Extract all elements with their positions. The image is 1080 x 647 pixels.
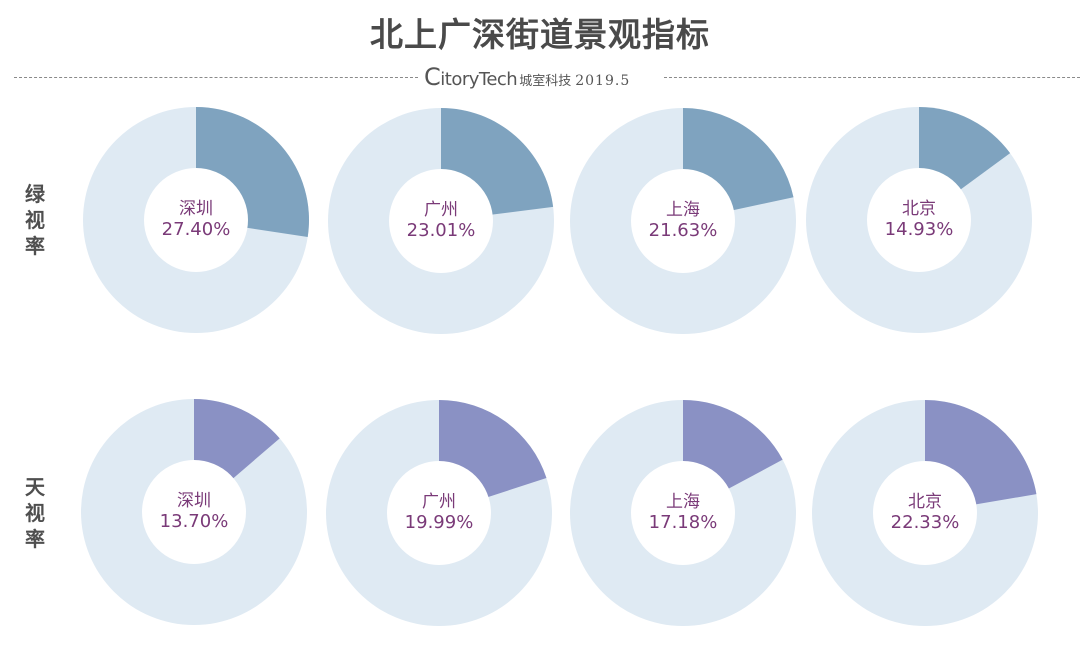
brand-logo-icon: C [424,63,441,91]
donut-sky-shanghai: 上海 17.18% [570,400,796,626]
donut-chart-icon [570,108,796,334]
donut-sky-beijing: 北京 22.33% [812,400,1038,626]
brand-logo: CitoryTech [424,63,518,91]
donut-green-shenzhen: 深圳 27.40% [83,107,309,333]
dashed-divider-right [664,77,1080,78]
subtitle-row: CitoryTech 城室科技 2019.5 [0,64,1080,90]
donut-green-guangzhou: 广州 23.01% [328,108,554,334]
org-name: 城室科技 [519,74,572,89]
donut-chart-icon [570,400,796,626]
donut-chart-icon [83,107,309,333]
subtitle: CitoryTech 城室科技 2019.5 [424,64,630,90]
chart-title: 北上广深街道景观指标 [370,15,710,54]
donut-chart-icon [328,108,554,334]
row-label-sky-view: 天 视 率 [25,475,45,551]
donut-sky-guangzhou: 广州 19.99% [326,400,552,626]
donut-chart-icon [326,400,552,626]
donut-chart-icon [812,400,1038,626]
date-label: 2019.5 [575,73,631,89]
donut-green-shanghai: 上海 21.63% [570,108,796,334]
donut-chart-icon [81,399,307,625]
row-label-green-view: 绿 视 率 [25,182,45,258]
dashed-divider-left [14,77,418,78]
donut-chart-icon [806,107,1032,333]
donut-green-beijing: 北京 14.93% [806,107,1032,333]
donut-sky-shenzhen: 深圳 13.70% [81,399,307,625]
